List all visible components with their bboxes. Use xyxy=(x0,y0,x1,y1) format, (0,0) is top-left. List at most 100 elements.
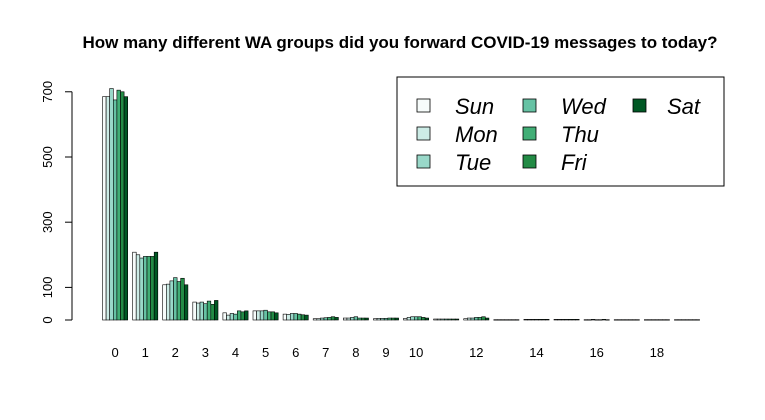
bar-1-sun xyxy=(132,251,137,321)
bar-19-mon xyxy=(677,319,682,321)
bar-11-tue xyxy=(440,318,445,321)
legend-label-thu: Thu xyxy=(561,122,599,147)
bar-12-thu xyxy=(477,317,483,321)
bar-0-sun xyxy=(102,96,107,321)
bar-0-tue xyxy=(109,88,114,321)
bar-10-fri xyxy=(421,317,426,321)
bar-0-fri xyxy=(120,91,125,321)
bar-9-fri xyxy=(391,317,396,321)
bar-15-wed xyxy=(564,319,569,321)
bar-10-mon xyxy=(406,317,412,321)
bar-17-tue xyxy=(621,319,626,321)
bar-2-fri xyxy=(180,277,185,321)
x-tick-label: 8 xyxy=(352,345,359,360)
bar-17-sun xyxy=(613,319,619,321)
bar-5-sat xyxy=(274,312,279,321)
legend-swatch-thu xyxy=(522,126,537,141)
bar-3-tue xyxy=(199,301,204,321)
x-tick-label: 2 xyxy=(172,345,179,360)
x-tick-label: 6 xyxy=(292,345,299,360)
bar-2-sun xyxy=(162,284,167,321)
bar-11-sun xyxy=(433,318,438,321)
bar-5-mon xyxy=(256,310,261,321)
bar-8-fri xyxy=(360,317,366,321)
legend-label-mon: Mon xyxy=(455,122,498,147)
x-tick-label: 9 xyxy=(382,345,389,360)
bar-12-sat xyxy=(484,317,490,321)
chart-title: How many different WA groups did you for… xyxy=(82,33,717,52)
legend-label-fri: Fri xyxy=(561,150,588,175)
bar-15-sat xyxy=(575,319,580,321)
x-tick-label: 4 xyxy=(232,345,239,360)
bar-6-tue xyxy=(289,313,295,321)
bar-19-thu xyxy=(688,319,693,321)
bar-7-mon xyxy=(316,318,321,321)
bar-8-wed xyxy=(353,316,359,321)
bar-18-thu xyxy=(658,319,663,321)
bar-15-thu xyxy=(568,319,573,321)
legend-swatch-tue xyxy=(416,154,431,169)
legend-swatch-mon xyxy=(416,126,431,141)
bar-5-sun xyxy=(252,310,257,321)
bar-3-wed xyxy=(203,303,208,321)
bar-9-sat xyxy=(394,317,399,321)
bar-12-fri xyxy=(481,316,486,321)
x-tick-label: 0 xyxy=(111,345,118,360)
bar-17-wed xyxy=(624,319,629,321)
bar-4-thu xyxy=(237,310,242,321)
bar-18-wed xyxy=(654,319,659,321)
y-tick-label: 700 xyxy=(40,81,55,103)
bar-16-wed xyxy=(594,319,599,321)
bar-4-mon xyxy=(226,314,231,321)
bar-14-sat xyxy=(545,319,550,321)
y-tick-label: 300 xyxy=(40,211,55,233)
bar-14-thu xyxy=(537,319,543,321)
bar-7-sun xyxy=(312,318,318,321)
bar-4-fri xyxy=(240,311,245,321)
bar-14-fri xyxy=(541,319,546,321)
bar-0-thu xyxy=(116,89,121,321)
x-tick-label: 18 xyxy=(650,345,664,360)
bar-14-wed xyxy=(534,319,539,321)
bar-2-wed xyxy=(173,277,178,321)
legend-label-sat: Sat xyxy=(667,94,701,119)
y-axis: 0 100 300 500 700 xyxy=(40,81,73,324)
bar-1-fri xyxy=(150,256,155,321)
x-tick-label: 14 xyxy=(529,345,543,360)
bar-19-sun xyxy=(674,319,679,321)
bar-15-mon xyxy=(557,319,562,321)
bar-9-thu xyxy=(387,317,392,321)
legend-box xyxy=(396,76,725,187)
bar-18-fri xyxy=(661,319,667,321)
bar-4-sat xyxy=(244,310,249,321)
legend-label-tue: Tue xyxy=(455,150,491,175)
y-tick-label: 0 xyxy=(40,316,55,323)
bar-8-sat xyxy=(364,317,369,321)
bars-group xyxy=(102,88,700,321)
bar-1-sat xyxy=(153,251,159,321)
bar-19-wed xyxy=(684,319,690,321)
bar-10-sun xyxy=(403,318,408,321)
bar-15-sun xyxy=(553,319,558,321)
bar-15-tue xyxy=(560,319,566,321)
bar-10-sat xyxy=(424,317,430,321)
x-tick-label: 12 xyxy=(469,345,483,360)
bar-3-sun xyxy=(192,301,197,321)
x-tick-label: 16 xyxy=(589,345,603,360)
bar-3-thu xyxy=(206,300,212,321)
bar-19-fri xyxy=(692,319,697,321)
bar-1-tue xyxy=(139,257,144,321)
bar-0-sat xyxy=(123,96,128,321)
bar-9-wed xyxy=(383,318,389,321)
bar-2-sat xyxy=(184,284,189,321)
bar-8-thu xyxy=(357,317,362,321)
bar-10-thu xyxy=(417,316,422,321)
bar-14-mon xyxy=(527,319,532,321)
x-tick-label: 10 xyxy=(409,345,423,360)
bar-0-wed xyxy=(113,99,118,321)
bar-16-fri xyxy=(601,319,606,321)
x-axis-labels: 0 1 2 3 4 5 6 7 8 9 10 12 14 16 18 xyxy=(111,345,664,360)
bar-5-fri xyxy=(270,311,275,321)
bar-12-tue xyxy=(470,317,475,321)
